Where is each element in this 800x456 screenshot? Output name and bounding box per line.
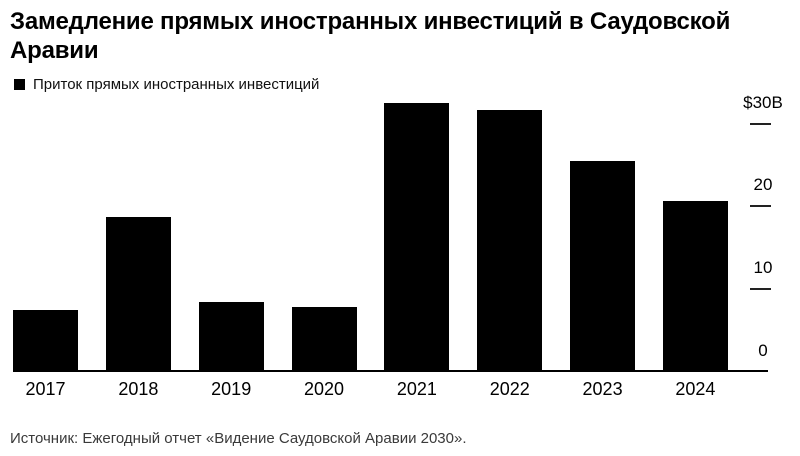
legend-label: Приток прямых иностранных инвестиций: [33, 76, 320, 93]
y-tick-dash-10: [750, 288, 771, 291]
y-tick-label-30: $30B: [743, 92, 783, 112]
x-axis-label-2020: 2020: [304, 379, 345, 399]
bars-row: [13, 95, 728, 372]
y-tick-label-10: 10: [753, 258, 773, 278]
x-axis-label-2024: 2024: [675, 379, 716, 399]
x-axis-label-2023: 2023: [582, 379, 623, 399]
chart-title: Замедление прямых иностранных инвестиций…: [10, 8, 731, 64]
plot-area: 0 10 20 $30B: [0, 92, 800, 372]
bar-2019: [198, 302, 264, 372]
source-note: Источник: Ежегодный отчет «Видение Саудо…: [10, 430, 467, 447]
x-axis-labels: 2017 2018 2019 2020 2021 2022 2023 2024: [13, 380, 728, 399]
x-axis-label-2018: 2018: [118, 379, 159, 399]
x-axis-label-2017: 2017: [25, 379, 66, 399]
x-axis-label-2022: 2022: [489, 379, 530, 399]
y-tick-dash-30: [750, 122, 771, 125]
bar-2024: [662, 201, 728, 372]
y-tick-label-0: 0: [758, 341, 768, 360]
y-tick-dash-20: [750, 205, 771, 208]
bar-2022: [477, 110, 543, 372]
y-axis: 0 10 20 $30B: [738, 92, 788, 372]
y-tick-label-20: 20: [753, 175, 773, 195]
x-axis-label-2021: 2021: [396, 379, 437, 399]
legend-swatch-icon: [14, 79, 25, 90]
bar-2020: [291, 307, 357, 372]
bar-2018: [105, 217, 171, 372]
bar-2021: [384, 103, 450, 372]
bar-2017: [13, 310, 78, 372]
bar-2023: [570, 161, 636, 372]
x-axis-label-2019: 2019: [211, 379, 252, 399]
legend: Приток прямых иностранных инвестиций: [14, 76, 319, 93]
x-axis-line: [13, 370, 768, 372]
